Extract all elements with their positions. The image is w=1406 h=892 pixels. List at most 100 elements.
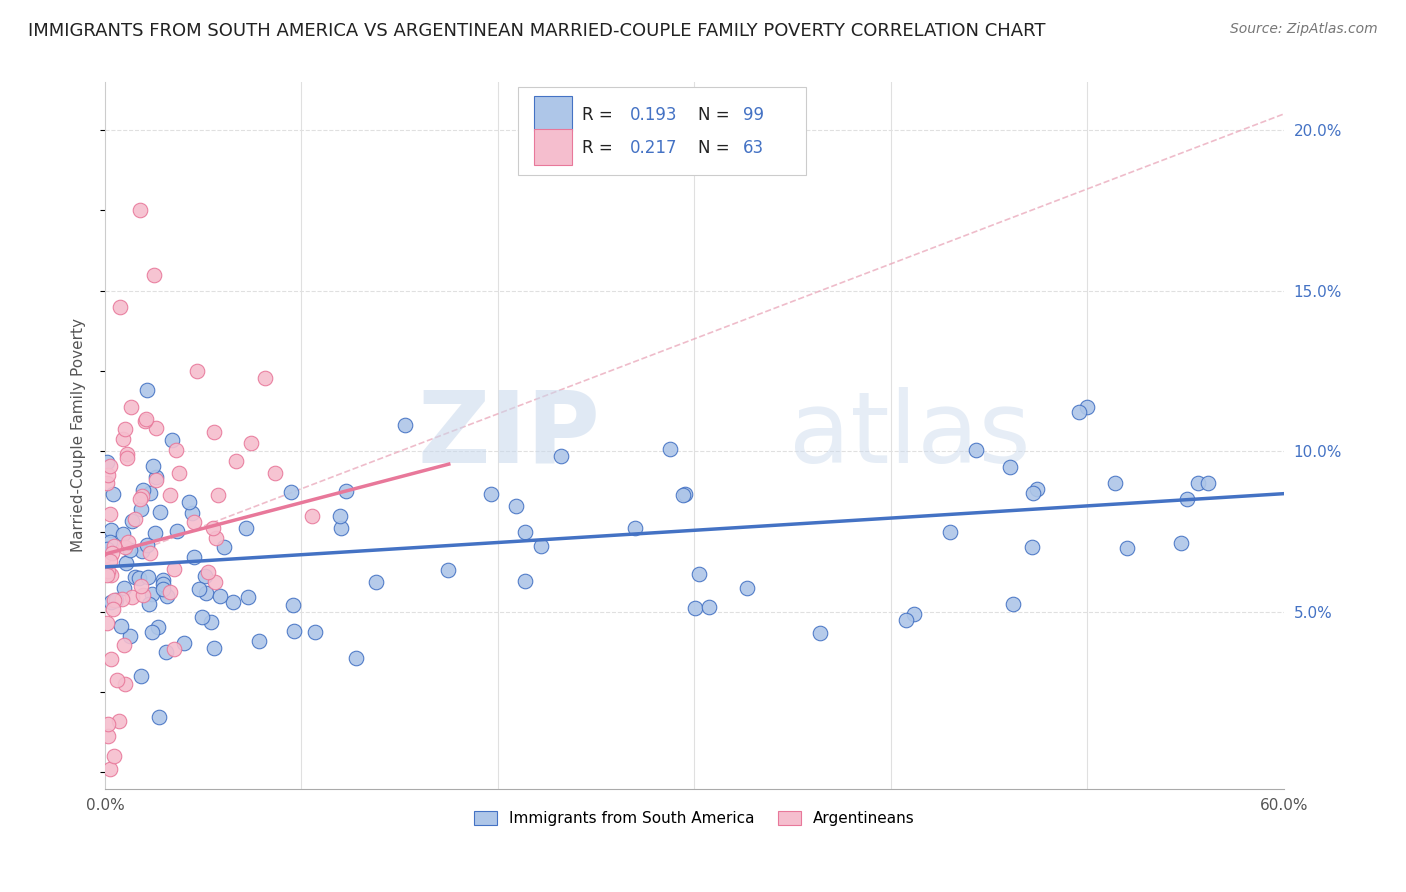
- Point: [139, 546, 162, 560]
- Point: [204, 425, 226, 439]
- Point: [103, 749, 125, 764]
- Point: [301, 508, 323, 523]
- Point: [135, 538, 157, 552]
- Point: [152, 574, 174, 588]
- Y-axis label: Married-Couple Family Poverty: Married-Couple Family Poverty: [72, 318, 86, 552]
- Point: [115, 451, 138, 466]
- Point: [187, 582, 209, 597]
- Point: [141, 587, 163, 601]
- Point: [128, 492, 150, 507]
- Point: [96, 616, 118, 631]
- Point: [329, 509, 352, 524]
- Point: [180, 506, 202, 520]
- Point: [98, 508, 121, 522]
- Text: Source: ZipAtlas.com: Source: ZipAtlas.com: [1230, 22, 1378, 37]
- Point: [145, 421, 167, 435]
- Point: [143, 526, 166, 541]
- Point: [207, 488, 229, 502]
- Point: [139, 485, 162, 500]
- Point: [200, 615, 222, 629]
- Point: [998, 460, 1021, 475]
- Point: [114, 638, 136, 652]
- Point: [673, 487, 696, 501]
- Point: [121, 514, 143, 528]
- Point: [100, 458, 122, 473]
- Point: [163, 562, 186, 576]
- Point: [160, 433, 183, 447]
- Point: [1187, 476, 1209, 491]
- Point: [1021, 540, 1043, 554]
- Point: [159, 585, 181, 599]
- Point: [145, 469, 167, 483]
- Point: [111, 527, 134, 541]
- Point: [129, 203, 152, 218]
- Point: [346, 651, 368, 665]
- Point: [513, 525, 536, 540]
- Point: [513, 574, 536, 589]
- Point: [96, 568, 118, 582]
- Point: [239, 435, 262, 450]
- Legend: Immigrants from South America, Argentineans: Immigrants from South America, Argentine…: [467, 804, 922, 834]
- Point: [1002, 598, 1025, 612]
- Point: [134, 412, 156, 426]
- Point: [208, 589, 231, 603]
- Point: [479, 487, 502, 501]
- Point: [97, 730, 120, 744]
- Text: 0.217: 0.217: [630, 139, 678, 157]
- Point: [212, 540, 235, 554]
- FancyBboxPatch shape: [534, 96, 572, 131]
- Point: [329, 521, 352, 535]
- Point: [204, 574, 226, 589]
- Point: [148, 710, 170, 724]
- Point: [1025, 482, 1047, 496]
- Point: [108, 300, 131, 314]
- Point: [96, 475, 118, 490]
- Point: [1175, 492, 1198, 507]
- Point: [112, 581, 135, 595]
- Point: [683, 601, 706, 615]
- Point: [1022, 485, 1045, 500]
- Point: [114, 422, 136, 436]
- Point: [152, 582, 174, 596]
- Point: [96, 542, 118, 557]
- Text: ZIP: ZIP: [418, 387, 600, 483]
- Point: [1197, 476, 1219, 491]
- Point: [131, 668, 153, 682]
- Point: [98, 554, 121, 568]
- Point: [437, 563, 460, 577]
- Point: [1076, 400, 1098, 414]
- Point: [194, 568, 217, 582]
- Point: [186, 364, 208, 378]
- Point: [120, 400, 142, 414]
- Point: [115, 447, 138, 461]
- Point: [1170, 536, 1192, 550]
- Text: R =: R =: [582, 106, 619, 124]
- Point: [735, 581, 758, 595]
- Point: [939, 525, 962, 540]
- Point: [98, 535, 121, 549]
- Point: [672, 488, 695, 502]
- Point: [97, 564, 120, 578]
- Point: [894, 613, 917, 627]
- Point: [225, 454, 247, 468]
- Point: [205, 531, 228, 545]
- Point: [129, 502, 152, 516]
- Point: [134, 414, 156, 428]
- Point: [263, 467, 285, 481]
- Point: [335, 483, 357, 498]
- Point: [149, 505, 172, 519]
- Point: [304, 625, 326, 640]
- Point: [191, 610, 214, 624]
- Point: [131, 483, 153, 498]
- Point: [136, 570, 159, 584]
- Point: [114, 677, 136, 691]
- Point: [101, 486, 124, 500]
- Point: [152, 577, 174, 591]
- Point: [97, 716, 120, 731]
- Point: [165, 443, 187, 458]
- Text: atlas: atlas: [789, 387, 1031, 483]
- Point: [124, 512, 146, 526]
- Point: [132, 588, 155, 602]
- Text: IMMIGRANTS FROM SOUTH AMERICA VS ARGENTINEAN MARRIED-COUPLE FAMILY POVERTY CORRE: IMMIGRANTS FROM SOUTH AMERICA VS ARGENTI…: [28, 22, 1046, 40]
- Point: [167, 466, 190, 480]
